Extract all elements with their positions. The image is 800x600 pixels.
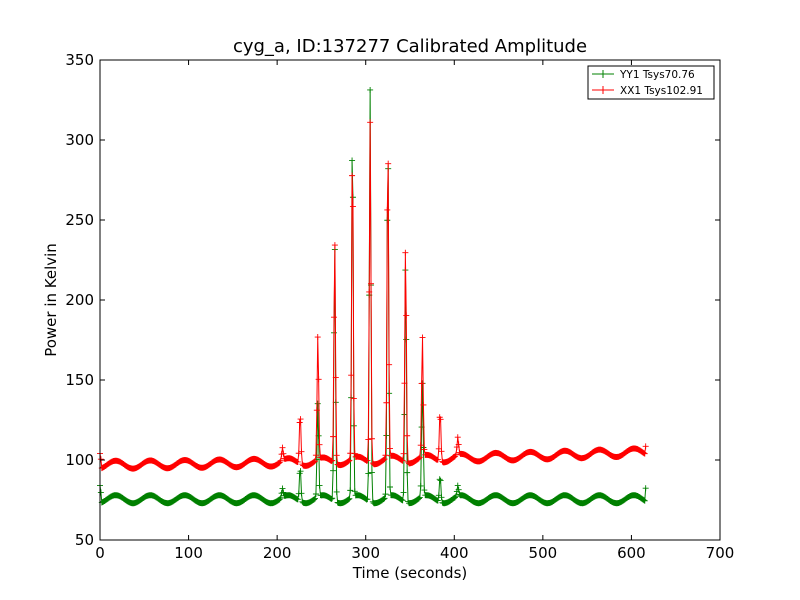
x-tick-label: 0 <box>95 544 105 562</box>
x-tick-label: 400 <box>440 544 469 562</box>
y-axis-label: Power in Kelvin <box>42 243 60 357</box>
legend: YY1 Tsys70.76 XX1 Tsys102.91 <box>587 65 715 100</box>
ticks-layer: 0 100 200 300 400 500 600 700 50 100 150 200 250 300 3… <box>65 51 734 562</box>
x-axis-label: Time (seconds) <box>352 564 468 582</box>
legend-label-yy1: YY1 Tsys70.76 <box>619 69 695 81</box>
legend-box <box>587 65 715 100</box>
x-tick-label: 200 <box>263 544 292 562</box>
x-tick-label: 500 <box>529 544 558 562</box>
plot-area <box>100 60 720 540</box>
y-tick-label: 250 <box>65 211 94 229</box>
y-tick-label: 200 <box>65 291 94 309</box>
x-tick-label: 700 <box>706 544 735 562</box>
y-tick-label: 350 <box>65 51 94 69</box>
y-tick-label: 50 <box>75 531 94 549</box>
legend-marker-yy1 <box>599 70 607 78</box>
y-tick-label: 150 <box>65 371 94 389</box>
y-tick-label: 300 <box>65 131 94 149</box>
chart-title: cyg_a, ID:137277 Calibrated Amplitude <box>233 36 587 57</box>
x-tick-label: 600 <box>617 544 646 562</box>
x-tick-label: 300 <box>351 544 380 562</box>
legend-marker-xx1 <box>599 86 607 94</box>
x-tick-label: 100 <box>174 544 203 562</box>
legend-label-xx1: XX1 Tsys102.91 <box>620 85 703 97</box>
series-layer <box>97 86 649 507</box>
y-tick-label: 100 <box>65 451 94 469</box>
